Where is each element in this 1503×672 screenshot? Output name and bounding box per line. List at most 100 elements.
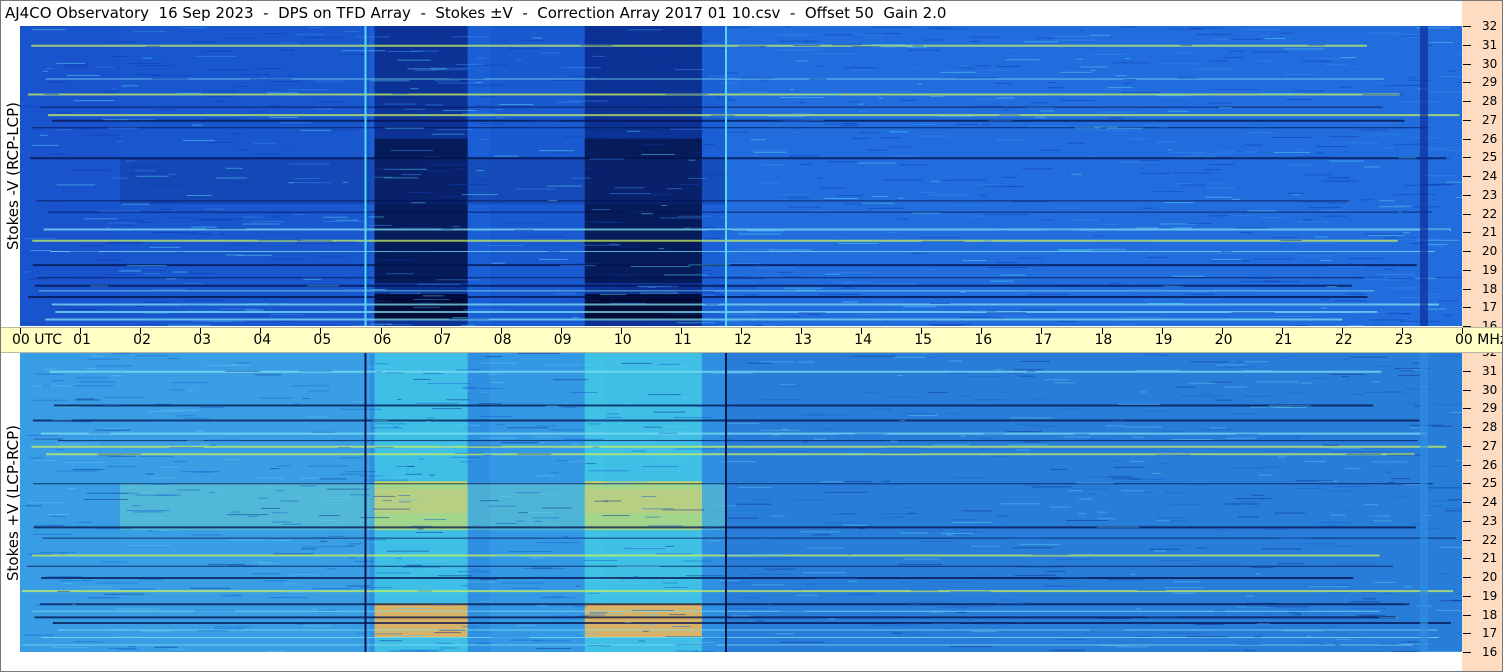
time-tick [680,328,682,334]
noise-streak [171,382,209,384]
noise-streak [276,320,293,322]
noise-streak [1112,460,1123,462]
noise-streak [538,493,562,495]
noise-streak [385,372,404,374]
noise-streak [1180,395,1221,397]
noise-streak [971,215,987,217]
noise-streak [495,117,506,119]
noise-streak [719,320,740,322]
noise-streak [989,120,1013,122]
noise-streak [540,597,576,599]
noise-streak [994,315,1031,317]
noise-streak [542,507,572,509]
noise-streak [1007,444,1049,446]
noise-streak [502,39,508,41]
noise-streak [644,194,672,196]
noise-streak [273,553,314,555]
noise-streak [1332,486,1358,488]
noise-streak [242,223,279,225]
noise-streak [139,455,174,457]
noise-streak [823,34,853,36]
noise-streak [516,492,540,494]
noise-streak [24,634,55,636]
noise-streak [266,651,285,652]
noise-streak [128,173,169,175]
noise-streak [1426,465,1448,467]
noise-streak [753,151,788,153]
noise-streak [1315,545,1354,547]
time-tick [440,328,442,334]
noise-streak [1345,467,1361,469]
freq-tick-label: 31 [1482,363,1498,378]
noise-streak [420,114,430,116]
noise-streak [737,233,782,235]
noise-streak [115,608,159,610]
noise-streak [385,273,414,275]
noise-streak [658,248,665,250]
noise-streak [1010,537,1044,539]
noise-streak [1364,514,1382,516]
noise-streak [87,358,120,360]
noise-streak [138,578,163,580]
noise-streak [360,587,393,589]
noise-streak [986,266,1028,268]
noise-streak [211,490,223,492]
noise-streak [1295,437,1302,439]
noise-streak [1295,480,1334,482]
noise-streak [142,57,153,59]
noise-streak [757,164,801,166]
noise-streak [486,297,523,299]
time-tick [20,328,21,334]
noise-streak [641,154,675,156]
noise-streak [532,640,571,642]
noise-streak [704,527,714,529]
noise-streak [478,403,502,405]
rfi-line [51,303,1439,306]
noise-streak [642,132,657,134]
noise-streak [1255,573,1261,575]
noise-streak [207,439,241,441]
noise-streak [488,373,498,375]
noise-streak [581,286,621,288]
noise-streak [1032,486,1072,488]
noise-streak [183,417,210,419]
noise-streak [1253,51,1289,53]
noise-streak [971,310,986,312]
noise-streak [1331,625,1339,627]
noise-streak [1196,547,1207,549]
noise-streak [950,646,993,648]
late-vertical-stripe [1419,352,1428,652]
noise-streak [1379,200,1396,202]
noise-streak [1335,644,1341,646]
freq-tick [1463,288,1471,290]
noise-streak [1386,471,1391,473]
noise-streak [177,415,195,417]
noise-streak [196,430,205,432]
noise-streak [1005,59,1040,61]
noise-streak [583,244,619,246]
noise-streak [517,59,522,61]
noise-streak [1190,361,1229,363]
freq-tick-label: 29 [1482,401,1498,416]
time-tick [981,328,983,334]
noise-streak [32,399,67,401]
noise-streak [72,469,103,471]
noise-streak [101,427,127,429]
noise-streak [1034,116,1047,118]
noise-streak [820,481,844,483]
noise-streak [1245,605,1279,607]
noise-streak [962,260,987,262]
noise-streak [1382,268,1394,270]
noise-streak [133,511,162,513]
noise-streak [74,399,101,401]
noise-streak [899,164,928,166]
noise-streak [219,308,258,310]
rfi-line [32,610,1380,612]
noise-streak [1334,563,1378,565]
noise-streak [592,55,605,57]
noise-streak [819,293,860,295]
noise-streak [26,434,59,436]
noise-streak [741,248,773,250]
noise-streak [1139,410,1172,412]
noise-streak [74,276,111,278]
